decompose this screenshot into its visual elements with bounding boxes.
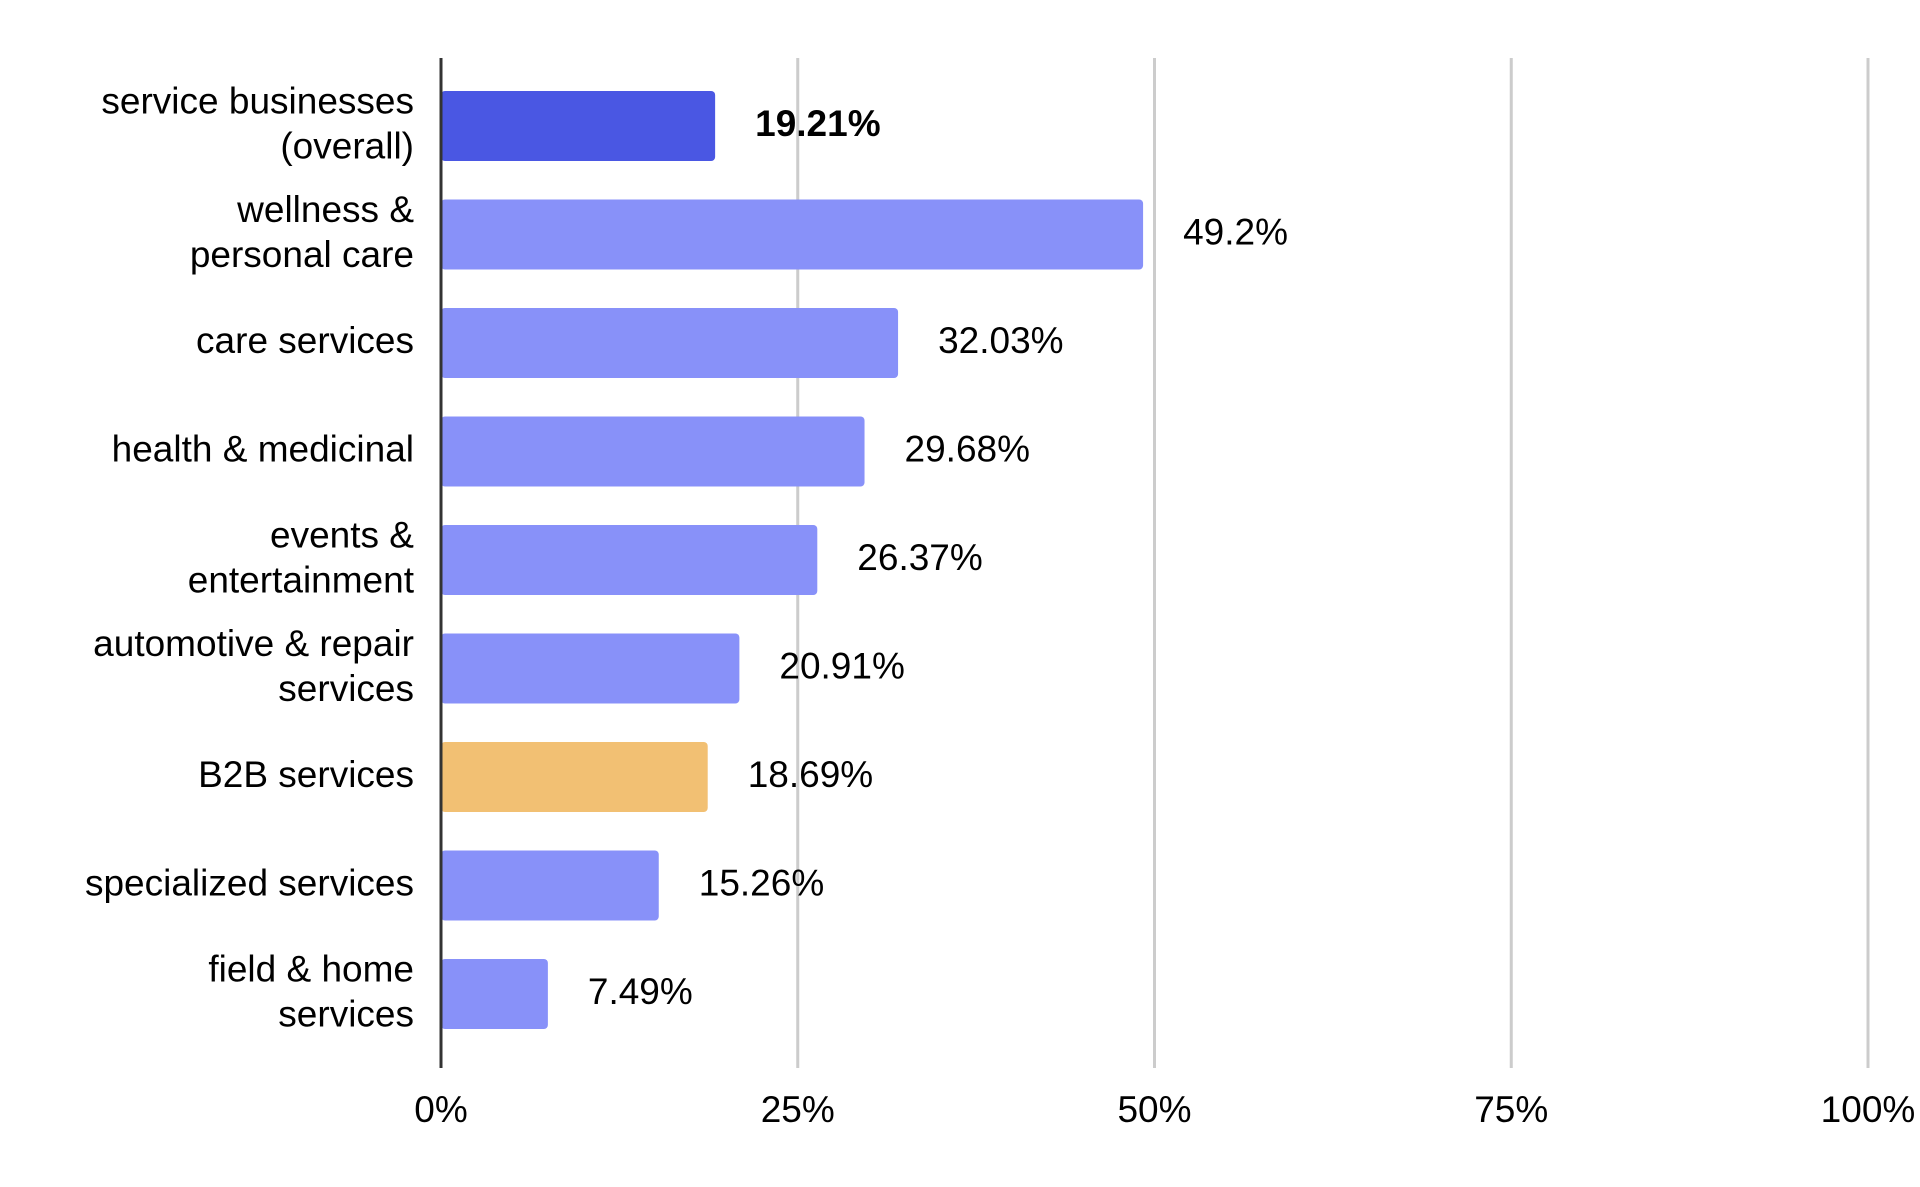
bar — [441, 416, 865, 487]
x-tick-label: 25% — [761, 1089, 835, 1130]
category-label-line: events & — [270, 514, 414, 555]
bar — [441, 308, 899, 378]
category-label: B2B services — [198, 754, 414, 795]
category-label-line: B2B services — [198, 754, 414, 795]
category-label-line: wellness & — [236, 189, 414, 230]
category-label-line: services — [278, 993, 414, 1034]
category-label: service businesses (overall) — [101, 80, 414, 166]
x-tick-label: 50% — [1117, 1089, 1191, 1130]
category-label: health & medicinal — [112, 428, 414, 469]
category-label-line: care services — [196, 320, 414, 361]
category-label: events & entertainment — [188, 514, 415, 600]
x-tick-label: 75% — [1474, 1089, 1548, 1130]
data-label: 32.03% — [938, 320, 1064, 361]
category-label-line: personal care — [190, 234, 414, 275]
category-label: specialized services — [85, 862, 414, 903]
x-tick-labels: 0% 25% 50% 75% 100% — [414, 1089, 1915, 1130]
category-label-line: health & medicinal — [112, 428, 414, 469]
data-label: 49.2% — [1183, 211, 1288, 252]
data-label: 18.69% — [748, 754, 874, 795]
data-label: 7.49% — [588, 971, 693, 1012]
value-labels: 19.21% 49.2% 32.03% 29.68% 26.37% 20.91% 18.69… — [588, 103, 1288, 1012]
bar — [441, 633, 740, 704]
data-label: 29.68% — [905, 428, 1031, 469]
category-label: wellness & personal care — [190, 189, 415, 275]
x-tick-label: 0% — [414, 1089, 467, 1130]
category-label-line: specialized services — [85, 862, 414, 903]
x-tick-label: 100% — [1821, 1089, 1916, 1130]
data-label: 20.91% — [779, 645, 905, 686]
category-labels: service businesses (overall) wellness & per… — [85, 80, 415, 1034]
category-label-line: field & home — [208, 948, 414, 989]
data-label: 19.21% — [755, 103, 881, 144]
data-label: 15.26% — [699, 862, 825, 903]
bar — [441, 199, 1144, 270]
category-label-line: services — [278, 668, 414, 709]
bar — [441, 91, 716, 161]
bar — [441, 742, 708, 812]
category-label-line: entertainment — [188, 559, 415, 600]
bar — [441, 959, 548, 1029]
category-label-line: automotive & repair — [93, 623, 414, 664]
bar — [441, 850, 659, 921]
category-label-line: (overall) — [280, 125, 414, 166]
category-label: automotive & repair services — [93, 623, 414, 709]
data-label: 26.37% — [857, 537, 983, 578]
category-label: care services — [196, 320, 414, 361]
category-label: field & home services — [208, 948, 414, 1034]
bar — [441, 525, 818, 595]
category-label-line: service businesses — [101, 80, 414, 121]
bars — [441, 91, 1144, 1029]
